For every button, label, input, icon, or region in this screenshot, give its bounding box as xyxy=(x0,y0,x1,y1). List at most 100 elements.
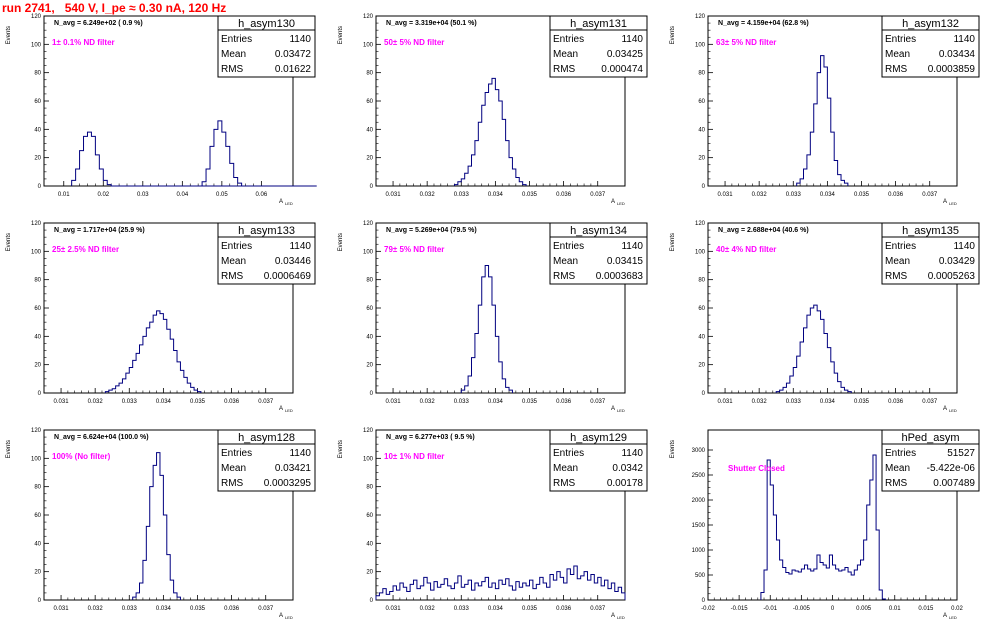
x-tick-label: 0.032 xyxy=(88,399,104,405)
x-tick-label: 0.032 xyxy=(420,192,436,198)
filter-annotation: Shutter Closed xyxy=(728,464,785,473)
histogram-chart: Events 0.01 0.02 0.03 0.04 0.05 0.06 0 20 40 60 80 1… xyxy=(6,14,317,206)
x-axis-label-subscript: LED xyxy=(617,201,625,206)
x-tick-label: 0.037 xyxy=(922,399,938,405)
stats-label: RMS xyxy=(553,271,576,282)
navg-label: N_avg = 6.277e+03 ( 9.5 %) xyxy=(386,434,475,441)
y-axis-label: Events xyxy=(670,440,676,458)
stats-value: 0.0005263 xyxy=(928,271,976,282)
histogram-chart: Events 0.031 0.032 0.033 0.034 0.035 0.036 0.03… xyxy=(338,14,648,206)
y-tick-label: 100 xyxy=(31,42,42,48)
histogram-series xyxy=(104,310,202,393)
x-tick-label: 0.033 xyxy=(786,399,802,405)
x-tick-label: 0.037 xyxy=(258,606,274,612)
stats-value: 51527 xyxy=(947,448,975,459)
y-tick-label: 40 xyxy=(34,334,41,340)
stats-value: 1140 xyxy=(621,241,643,252)
navg-label: N_avg = 4.159e+04 (62.8 %) xyxy=(718,20,809,27)
y-tick-label: 40 xyxy=(366,541,373,547)
stats-box xyxy=(217,236,316,285)
y-tick-label: 120 xyxy=(363,428,374,434)
y-tick-label: 40 xyxy=(366,334,373,340)
x-tick-label: 0.031 xyxy=(386,399,402,405)
x-tick-label: 0.036 xyxy=(556,399,572,405)
navg-label: N_avg = 2.688e+04 (40.6 %) xyxy=(718,227,809,234)
stats-label: RMS xyxy=(553,64,576,75)
x-axis-label: A xyxy=(279,613,283,619)
y-axis-label: Events xyxy=(338,233,344,251)
stats-label: Entries xyxy=(885,241,916,252)
x-tick-label: 0.031 xyxy=(718,192,734,198)
histogram-chart: Events 0.031 0.032 0.033 0.034 0.035 0.036 0.03… xyxy=(338,221,648,413)
navg-label: N_avg = 1.717e+04 (25.9 %) xyxy=(54,227,145,234)
y-tick-label: 120 xyxy=(31,14,42,20)
histogram-series xyxy=(71,131,317,187)
navg-label: N_avg = 6.249e+02 ( 0.9 %) xyxy=(54,20,143,27)
x-tick-label: 0.036 xyxy=(556,606,572,612)
y-tick-label: 20 xyxy=(366,570,373,576)
stats-value: 1140 xyxy=(621,34,643,45)
x-tick-label: 0.031 xyxy=(718,399,734,405)
y-tick-label: 20 xyxy=(698,363,705,369)
stats-label: Mean xyxy=(553,49,578,60)
stats-value: 0.0003295 xyxy=(264,478,312,489)
y-tick-label: 120 xyxy=(695,221,706,227)
y-tick-label: 60 xyxy=(366,513,373,519)
x-tick-label: 0.04 xyxy=(176,192,188,198)
stats-label: Entries xyxy=(553,448,584,459)
histogram-series xyxy=(375,565,626,600)
x-tick-label: 0.05 xyxy=(216,192,228,198)
x-tick-label: 0.032 xyxy=(752,399,768,405)
histogram-name: h_asym135 xyxy=(902,225,959,237)
x-tick-label: 0.035 xyxy=(522,399,538,405)
x-tick-label: 0.034 xyxy=(820,399,836,405)
x-tick-label: 0.01 xyxy=(889,606,901,612)
y-tick-label: 120 xyxy=(363,221,374,227)
y-tick-label: 60 xyxy=(698,306,705,312)
y-tick-label: 0 xyxy=(702,598,706,604)
y-tick-label: 0 xyxy=(702,184,706,190)
y-tick-label: 1000 xyxy=(692,548,706,554)
filter-annotation: 63± 5% ND filter xyxy=(716,38,776,47)
histogram-pad: Events 0.031 0.032 0.033 0.034 0.035 0.036 0.03… xyxy=(664,6,996,213)
navg-label: N_avg = 5.269e+04 (79.5 %) xyxy=(386,227,477,234)
x-axis-label-subscript: LED xyxy=(285,201,293,206)
x-axis-label: A xyxy=(279,199,283,205)
x-axis-label: A xyxy=(943,406,947,412)
y-axis-label: Events xyxy=(670,26,676,44)
x-tick-label: 0.033 xyxy=(786,192,802,198)
stats-label: RMS xyxy=(553,478,576,489)
y-tick-label: 40 xyxy=(698,127,705,133)
histogram-pad: Events 0.031 0.032 0.033 0.034 0.035 0.036 0.03… xyxy=(0,213,332,420)
stats-value: 0.0003683 xyxy=(596,271,644,282)
y-tick-label: 40 xyxy=(34,127,41,133)
stats-label: Mean xyxy=(885,49,910,60)
x-tick-label: 0.032 xyxy=(420,399,436,405)
x-tick-label: 0.037 xyxy=(590,399,606,405)
histogram-pad: Events 0.031 0.032 0.033 0.034 0.035 0.036 0.03… xyxy=(332,420,664,627)
y-tick-label: 60 xyxy=(34,99,41,105)
filter-annotation: 50± 5% ND filter xyxy=(384,38,444,47)
histogram-name: h_asym133 xyxy=(238,225,295,237)
stats-label: Mean xyxy=(221,463,246,474)
histogram-chart: Events 0.031 0.032 0.033 0.034 0.035 0.036 0.03… xyxy=(670,14,980,206)
stats-box xyxy=(549,443,648,492)
y-tick-label: 0 xyxy=(370,184,374,190)
histogram-name: h_asym129 xyxy=(570,432,627,444)
x-axis-label-subscript: LED xyxy=(617,615,625,620)
x-tick-label: 0.032 xyxy=(88,606,104,612)
stats-value: 1140 xyxy=(289,448,311,459)
x-tick-label: 0.033 xyxy=(454,606,470,612)
stats-label: Entries xyxy=(221,241,252,252)
y-tick-label: 3000 xyxy=(692,448,706,454)
y-tick-label: 100 xyxy=(363,456,374,462)
x-tick-label: 0.037 xyxy=(922,192,938,198)
y-tick-label: 80 xyxy=(366,485,373,491)
histogram-series xyxy=(453,77,527,186)
y-tick-label: 20 xyxy=(34,570,41,576)
stats-label: Mean xyxy=(221,256,246,267)
y-tick-label: 100 xyxy=(363,249,374,255)
stats-value: 1140 xyxy=(621,448,643,459)
stats-label: Entries xyxy=(885,34,916,45)
x-tick-label: -0.005 xyxy=(793,606,811,612)
